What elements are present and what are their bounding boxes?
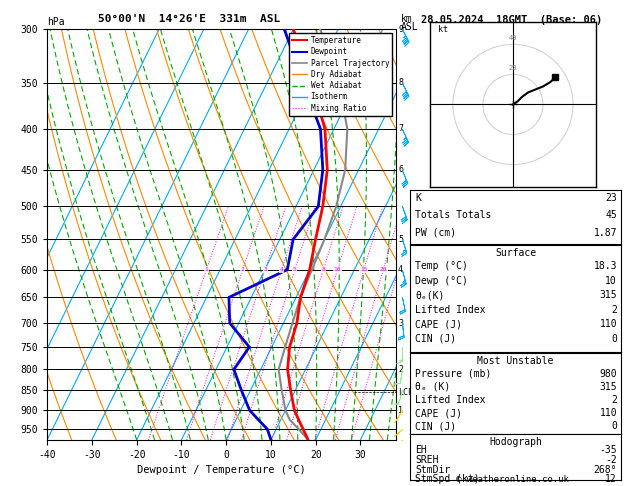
Text: 2: 2 <box>611 395 617 405</box>
Text: Pressure (mb): Pressure (mb) <box>415 369 491 379</box>
Text: CIN (J): CIN (J) <box>415 421 456 432</box>
Text: 28.05.2024  18GMT  (Base: 06): 28.05.2024 18GMT (Base: 06) <box>421 16 603 25</box>
Text: Lifted Index: Lifted Index <box>415 305 486 315</box>
Text: 50°00'N  14°26'E  331m  ASL: 50°00'N 14°26'E 331m ASL <box>97 15 280 24</box>
Text: 2: 2 <box>241 267 245 272</box>
Text: 45: 45 <box>605 210 617 221</box>
Text: 4: 4 <box>280 267 284 272</box>
Text: 20: 20 <box>509 66 517 71</box>
Text: 110: 110 <box>599 408 617 418</box>
Text: ASL: ASL <box>401 22 419 32</box>
Text: 4: 4 <box>398 265 403 274</box>
Text: K: K <box>415 193 421 203</box>
Legend: Temperature, Dewpoint, Parcel Trajectory, Dry Adiabat, Wet Adiabat, Isotherm, Mi: Temperature, Dewpoint, Parcel Trajectory… <box>289 33 392 116</box>
Text: hPa: hPa <box>47 17 65 27</box>
Text: Hodograph: Hodograph <box>489 437 542 447</box>
X-axis label: Dewpoint / Temperature (°C): Dewpoint / Temperature (°C) <box>137 465 306 475</box>
Text: 23: 23 <box>605 193 617 203</box>
Text: 20: 20 <box>379 267 387 272</box>
Text: 1: 1 <box>204 267 208 272</box>
Text: 3: 3 <box>398 319 403 328</box>
Text: 7: 7 <box>398 124 403 134</box>
Text: StmSpd (kt): StmSpd (kt) <box>415 474 480 485</box>
Text: 8: 8 <box>398 78 403 87</box>
Text: Dewp (°C): Dewp (°C) <box>415 276 468 286</box>
Text: 1.87: 1.87 <box>594 228 617 238</box>
Text: 0: 0 <box>611 421 617 432</box>
Text: km: km <box>401 15 413 24</box>
Text: 15: 15 <box>360 267 368 272</box>
Text: 315: 315 <box>599 290 617 300</box>
Text: 6: 6 <box>398 165 403 174</box>
Text: Surface: Surface <box>495 248 536 258</box>
Text: 1: 1 <box>398 406 403 415</box>
Text: Totals Totals: Totals Totals <box>415 210 491 221</box>
Text: Most Unstable: Most Unstable <box>477 356 554 366</box>
Text: CAPE (J): CAPE (J) <box>415 408 462 418</box>
Text: kt: kt <box>438 25 448 35</box>
Text: CAPE (J): CAPE (J) <box>415 319 462 330</box>
Text: LCL: LCL <box>398 388 413 397</box>
Text: -35: -35 <box>599 445 617 455</box>
Text: © weatheronline.co.uk: © weatheronline.co.uk <box>455 475 569 484</box>
Text: Mixing Ratio (g/kg): Mixing Ratio (g/kg) <box>423 191 432 278</box>
Text: θₑ (K): θₑ (K) <box>415 382 450 392</box>
Text: 2: 2 <box>398 365 403 374</box>
Text: SREH: SREH <box>415 455 438 465</box>
Text: 315: 315 <box>599 382 617 392</box>
Text: StmDir: StmDir <box>415 465 450 475</box>
Text: 0: 0 <box>611 334 617 344</box>
Text: 40: 40 <box>509 35 517 41</box>
Text: 2: 2 <box>611 305 617 315</box>
Text: 5: 5 <box>293 267 297 272</box>
Text: 3: 3 <box>264 267 267 272</box>
Text: 10: 10 <box>334 267 342 272</box>
Text: 980: 980 <box>599 369 617 379</box>
Text: CIN (J): CIN (J) <box>415 334 456 344</box>
Text: 12: 12 <box>605 474 617 485</box>
Text: EH: EH <box>415 445 427 455</box>
Text: Temp (°C): Temp (°C) <box>415 261 468 271</box>
Text: -2: -2 <box>605 455 617 465</box>
Text: θₑ(K): θₑ(K) <box>415 290 445 300</box>
Text: 110: 110 <box>599 319 617 330</box>
Text: 9: 9 <box>398 25 403 34</box>
Text: 18.3: 18.3 <box>594 261 617 271</box>
Text: 10: 10 <box>605 276 617 286</box>
Text: 5: 5 <box>398 235 403 244</box>
Text: PW (cm): PW (cm) <box>415 228 456 238</box>
Text: Lifted Index: Lifted Index <box>415 395 486 405</box>
Text: 8: 8 <box>321 267 325 272</box>
Text: 268°: 268° <box>594 465 617 475</box>
